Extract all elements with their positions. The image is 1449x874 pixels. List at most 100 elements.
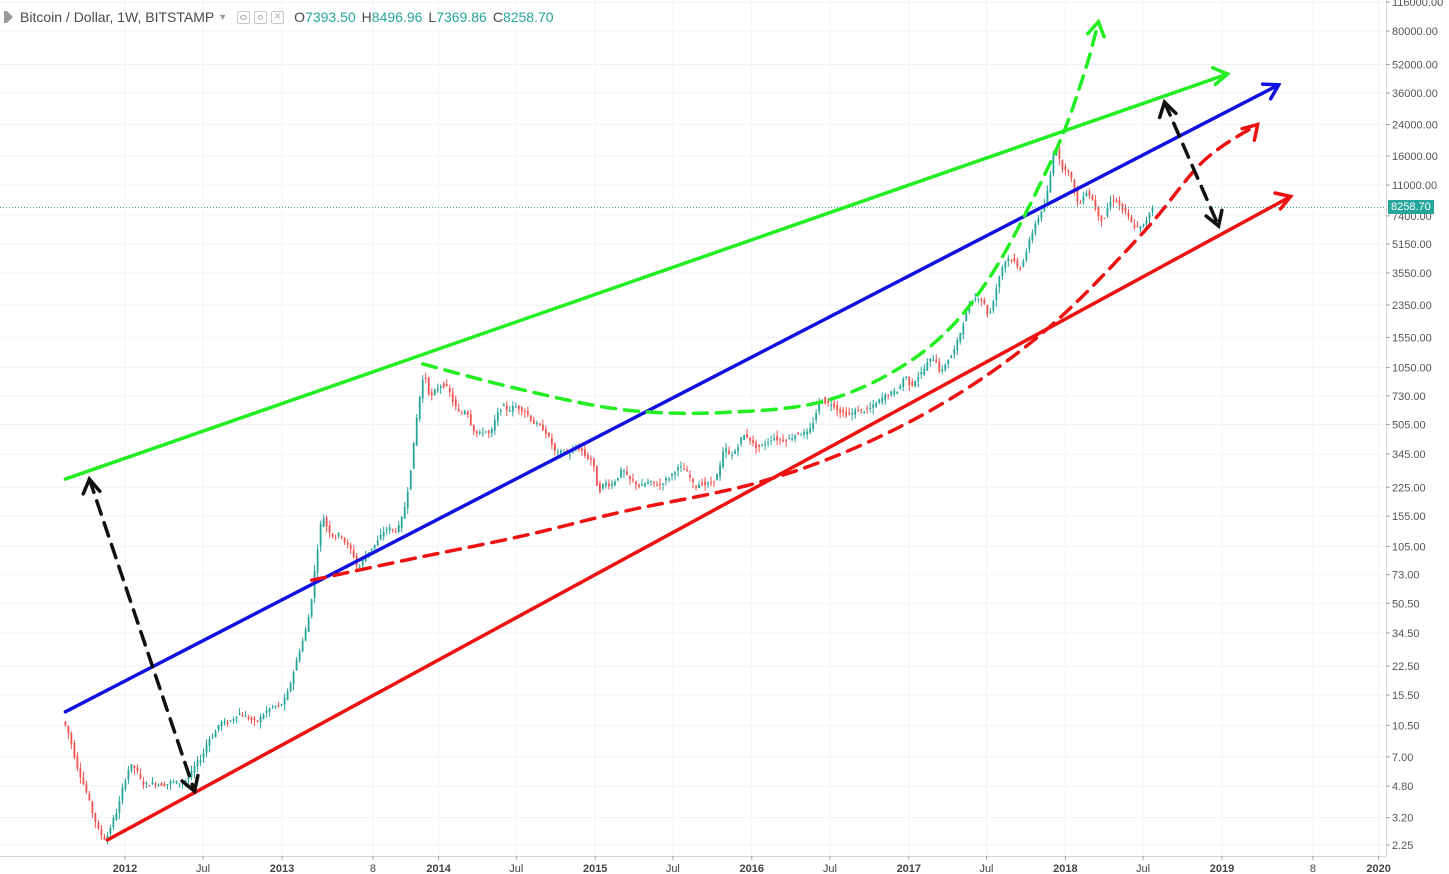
candle-body[interactable]	[1049, 174, 1052, 193]
candle-body[interactable]	[1058, 150, 1061, 159]
candle-body[interactable]	[73, 743, 76, 758]
candle-body[interactable]	[520, 407, 523, 412]
candle-body[interactable]	[578, 448, 580, 450]
candle-body[interactable]	[623, 470, 625, 472]
candle-body[interactable]	[1022, 261, 1025, 267]
candle-body[interactable]	[749, 437, 751, 441]
candle-body[interactable]	[599, 483, 601, 492]
candle-body[interactable]	[947, 359, 950, 365]
candle-body[interactable]	[151, 782, 154, 785]
candle-body[interactable]	[1097, 206, 1100, 217]
candle-body[interactable]	[391, 529, 394, 531]
candle-body[interactable]	[665, 478, 667, 481]
candle-body[interactable]	[172, 781, 175, 783]
candle-body[interactable]	[1118, 200, 1121, 205]
candle-body[interactable]	[445, 383, 448, 386]
candle-body[interactable]	[914, 381, 917, 387]
candle-body[interactable]	[100, 829, 103, 836]
candle-body[interactable]	[223, 721, 226, 724]
candle-body[interactable]	[358, 566, 361, 568]
candle-body[interactable]	[1142, 223, 1145, 226]
candle-body[interactable]	[1124, 207, 1127, 212]
candle-body[interactable]	[439, 386, 442, 388]
candle-body[interactable]	[76, 755, 79, 769]
candle-body[interactable]	[1028, 239, 1031, 250]
candle-body[interactable]	[217, 724, 220, 730]
candle-body[interactable]	[983, 299, 986, 304]
candle-body[interactable]	[508, 410, 511, 412]
red-dashed-curve[interactable]	[309, 122, 1260, 582]
candle-body[interactable]	[797, 432, 800, 435]
candle-body[interactable]	[568, 454, 571, 456]
candle-body[interactable]	[502, 404, 505, 406]
candle-body[interactable]	[256, 720, 259, 722]
candle-body[interactable]	[614, 481, 616, 485]
candle-body[interactable]	[590, 458, 592, 460]
candle-body[interactable]	[427, 377, 430, 395]
candle-body[interactable]	[683, 468, 685, 470]
candle-body[interactable]	[968, 306, 971, 312]
candle-body[interactable]	[379, 534, 382, 540]
candle-body[interactable]	[887, 395, 890, 397]
candle-body[interactable]	[493, 420, 496, 431]
candle-body[interactable]	[466, 411, 469, 415]
candle-body[interactable]	[412, 442, 415, 470]
candle-body[interactable]	[544, 429, 547, 435]
candle-body[interactable]	[1001, 267, 1004, 276]
candle-body[interactable]	[1034, 223, 1037, 234]
candle-body[interactable]	[415, 417, 418, 446]
candle-body[interactable]	[157, 784, 160, 786]
candle-body[interactable]	[421, 379, 424, 399]
candle-body[interactable]	[154, 783, 157, 786]
candle-body[interactable]	[740, 437, 742, 444]
candle-body[interactable]	[535, 422, 538, 425]
candle-body[interactable]	[632, 479, 634, 481]
candle-body[interactable]	[142, 781, 145, 785]
candle-body[interactable]	[247, 716, 250, 720]
candle-body[interactable]	[956, 339, 959, 351]
candle-body[interactable]	[1007, 258, 1010, 262]
candle-body[interactable]	[1130, 216, 1133, 223]
candle-body[interactable]	[529, 415, 532, 422]
candle-body[interactable]	[112, 817, 115, 828]
candle-body[interactable]	[295, 660, 298, 671]
candle-body[interactable]	[1076, 188, 1079, 202]
candle-body[interactable]	[701, 482, 703, 486]
candle-body[interactable]	[809, 428, 812, 433]
candle-body[interactable]	[331, 533, 334, 537]
candle-body[interactable]	[776, 436, 779, 441]
candle-body[interactable]	[713, 480, 715, 482]
candle-body[interactable]	[629, 475, 631, 480]
candle-body[interactable]	[433, 389, 436, 395]
candle-body[interactable]	[541, 424, 544, 431]
candle-body[interactable]	[848, 412, 851, 415]
candle-body[interactable]	[304, 629, 307, 641]
candle-body[interactable]	[373, 544, 376, 549]
candle-body[interactable]	[481, 432, 484, 434]
candle-body[interactable]	[995, 288, 998, 301]
candle-body[interactable]	[620, 469, 622, 478]
candle-body[interactable]	[788, 437, 791, 440]
candle-body[interactable]	[499, 409, 502, 412]
candle-body[interactable]	[587, 454, 589, 460]
candle-body[interactable]	[559, 450, 562, 454]
candle-body[interactable]	[980, 298, 983, 301]
green-dashed-curve[interactable]	[420, 20, 1101, 416]
candle-body[interactable]	[884, 394, 887, 400]
candle-body[interactable]	[121, 787, 124, 801]
candle-body[interactable]	[349, 544, 352, 550]
candle-body[interactable]	[193, 765, 196, 773]
candle-body[interactable]	[526, 411, 529, 415]
candle-body[interactable]	[1052, 154, 1055, 175]
candle-body[interactable]	[1019, 267, 1022, 269]
candle-body[interactable]	[836, 405, 839, 411]
candle-body[interactable]	[1115, 200, 1118, 203]
candle-body[interactable]	[265, 710, 268, 713]
candle-body[interactable]	[340, 536, 343, 538]
candle-body[interactable]	[716, 474, 718, 481]
candle-body[interactable]	[893, 390, 896, 395]
candle-body[interactable]	[388, 527, 391, 531]
candle-body[interactable]	[103, 836, 106, 840]
candle-body[interactable]	[695, 485, 697, 488]
candle-body[interactable]	[448, 388, 451, 392]
